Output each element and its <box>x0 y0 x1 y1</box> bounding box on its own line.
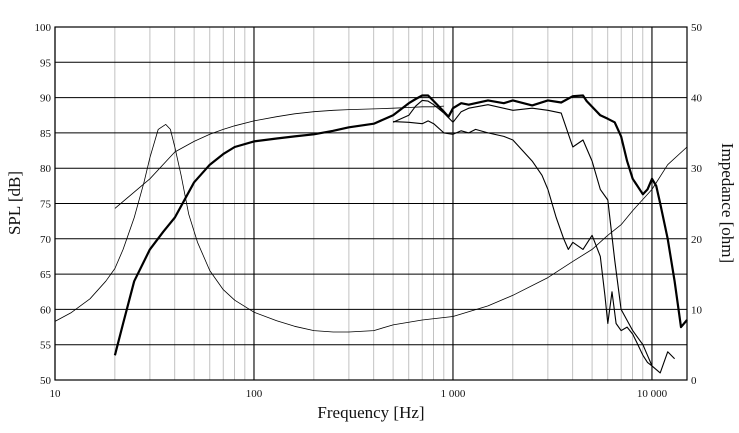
y-tick-label: 75 <box>40 199 52 211</box>
series-line-3 <box>393 120 675 374</box>
y-tick-label: 85 <box>40 128 52 140</box>
data-series <box>54 94 688 374</box>
x-tick-label: 10 000 <box>637 388 668 400</box>
series-line-2 <box>392 99 653 367</box>
y2-tick-label: 0 <box>691 375 697 387</box>
y2-tick-label: 20 <box>691 234 703 246</box>
y2-tick-label: 10 <box>691 304 703 316</box>
x-tick-label: 100 <box>246 388 263 400</box>
x-tick-label: 10 <box>50 388 62 400</box>
x-axis-title: Frequency [Hz] <box>317 403 424 422</box>
y-tick-label: 100 <box>35 22 52 34</box>
x-tick-label: 1 000 <box>441 388 466 400</box>
y-tick-label: 60 <box>40 304 52 316</box>
grid <box>54 26 687 381</box>
y2-tick-label: 50 <box>691 22 703 34</box>
y-tick-label: 90 <box>40 93 52 105</box>
y2-tick-label: 40 <box>691 93 703 105</box>
y2-tick-label: 30 <box>691 163 703 175</box>
y-tick-label: 55 <box>40 340 52 352</box>
y-tick-label: 50 <box>40 375 52 387</box>
y-tick-label: 80 <box>40 163 52 175</box>
y-axis-title: SPL [dB] <box>5 171 24 235</box>
y-tick-label: 70 <box>40 234 52 246</box>
y2-axis-title: Impedance [ohm] <box>718 143 737 263</box>
series-line-5 <box>114 105 444 209</box>
plot-frame <box>54 26 688 381</box>
y-tick-label: 95 <box>40 57 52 69</box>
series-line-4 <box>54 124 688 333</box>
y-tick-label: 65 <box>40 269 52 281</box>
series-line-1 <box>113 94 688 356</box>
